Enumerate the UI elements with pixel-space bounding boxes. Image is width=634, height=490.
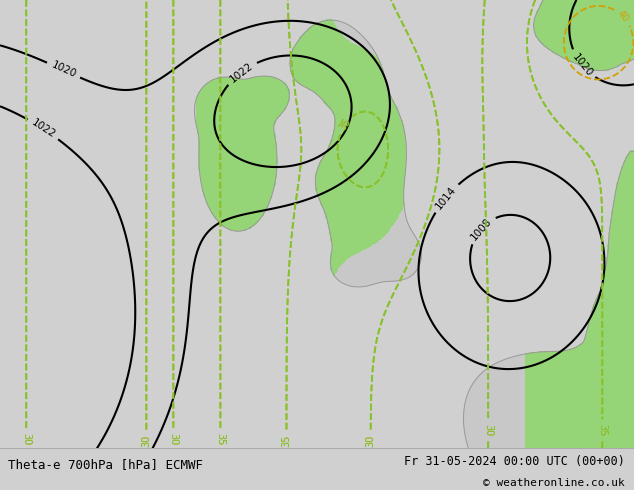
Text: Fr 31-05-2024 00:00 UTC (00+00): Fr 31-05-2024 00:00 UTC (00+00) xyxy=(404,455,624,468)
Text: 35: 35 xyxy=(337,117,353,132)
Text: 35: 35 xyxy=(216,433,225,445)
Text: 35: 35 xyxy=(281,435,292,447)
Text: 30: 30 xyxy=(21,433,31,445)
Text: 30: 30 xyxy=(483,424,493,437)
Text: 1020: 1020 xyxy=(570,51,594,78)
Text: 35: 35 xyxy=(216,433,225,445)
Text: Theta-e 700hPa [hPa] ECMWF: Theta-e 700hPa [hPa] ECMWF xyxy=(8,458,203,471)
Text: 35: 35 xyxy=(597,424,607,437)
Text: 30: 30 xyxy=(169,433,178,445)
Text: 1022: 1022 xyxy=(29,118,57,140)
Text: 30: 30 xyxy=(141,435,152,447)
Text: © weatheronline.co.uk: © weatheronline.co.uk xyxy=(482,477,624,488)
Text: 30: 30 xyxy=(169,433,178,445)
Text: 35: 35 xyxy=(281,435,292,447)
Text: 1022: 1022 xyxy=(228,60,255,84)
Text: 30: 30 xyxy=(141,435,152,447)
Text: 35: 35 xyxy=(597,424,607,437)
Text: 40: 40 xyxy=(615,9,631,24)
Text: 1014: 1014 xyxy=(434,184,458,211)
Text: 1008: 1008 xyxy=(469,216,494,242)
Text: 30: 30 xyxy=(366,435,376,447)
Text: 30: 30 xyxy=(366,435,376,447)
Text: 35: 35 xyxy=(337,117,353,132)
Text: 30: 30 xyxy=(483,424,493,437)
Text: 30: 30 xyxy=(21,433,31,445)
Text: 1020: 1020 xyxy=(49,60,77,80)
